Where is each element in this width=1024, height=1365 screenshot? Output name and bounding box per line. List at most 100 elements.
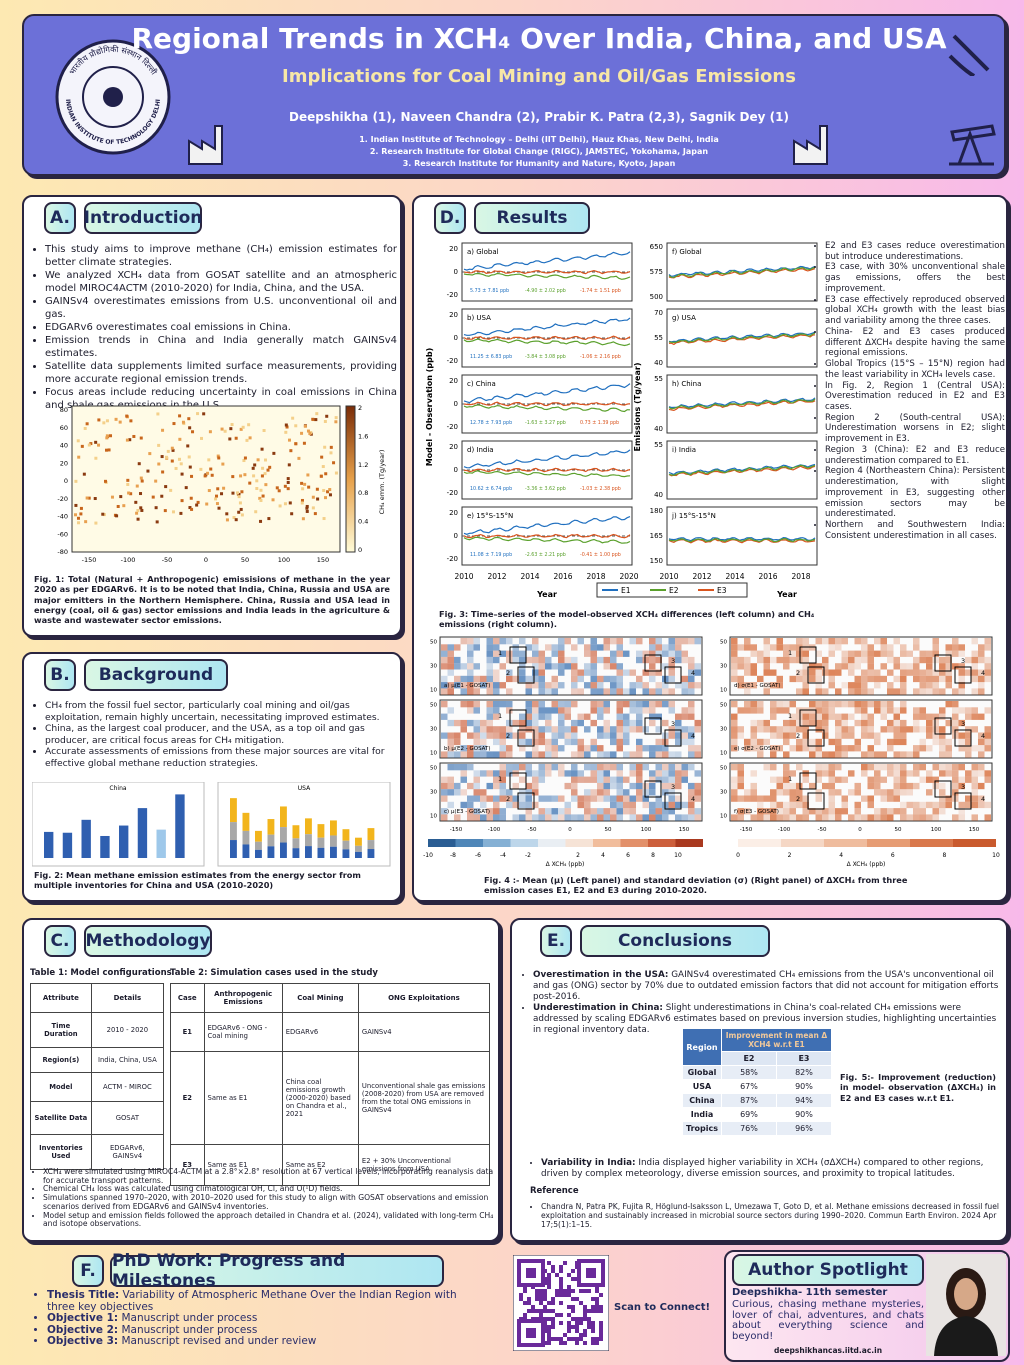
map-cell — [861, 682, 868, 689]
map-cell — [828, 764, 835, 771]
map-cell — [939, 751, 946, 758]
map-cell — [731, 701, 738, 708]
map-cell — [978, 688, 985, 695]
map-cell — [984, 814, 991, 821]
region-box — [509, 646, 527, 664]
map-cell — [945, 801, 952, 809]
map-cell — [900, 808, 907, 815]
map-cell — [887, 745, 894, 752]
qr-module — [547, 1325, 551, 1329]
map-cell — [538, 732, 545, 739]
map-cell — [874, 764, 881, 771]
map-cell — [577, 738, 584, 746]
map-cell — [214, 497, 218, 501]
map-cell — [874, 650, 881, 657]
map-cell — [887, 814, 894, 821]
map-cell — [776, 726, 783, 733]
authors: Deepshikha (1), Naveen Chandra (2), Prab… — [289, 110, 789, 124]
qr-module — [567, 1293, 571, 1297]
map-cell — [815, 726, 822, 733]
map-cell — [789, 814, 796, 821]
map-cell — [571, 770, 578, 777]
map-cell — [597, 682, 604, 689]
map-cell — [629, 814, 636, 821]
map-cell — [94, 521, 98, 525]
y-tick-label: 0 — [454, 466, 458, 474]
map-cell — [493, 669, 500, 676]
map-cell — [577, 675, 584, 683]
bar — [330, 820, 337, 836]
map-cell — [926, 682, 933, 689]
map-cell — [880, 701, 887, 708]
map-cell — [493, 726, 500, 733]
stat-label: -3.36 ± 3.62 ppb — [525, 486, 566, 492]
map-cell — [880, 638, 887, 645]
region-number: 3 — [671, 783, 675, 791]
map-cell — [623, 795, 630, 802]
series-line-illustration — [668, 538, 816, 544]
lon-tick: 100 — [641, 827, 652, 833]
map-cell — [828, 638, 835, 645]
map-cell — [519, 713, 526, 720]
map-cell — [597, 726, 604, 733]
map-cell — [473, 732, 480, 739]
map-cell — [467, 751, 474, 758]
table-cell: EDGARv6 — [281, 1012, 359, 1052]
map-cell — [952, 814, 959, 821]
map-cell — [939, 789, 946, 796]
map-cell — [79, 512, 83, 516]
map-cell — [636, 782, 643, 790]
qr-label: Scan to Connect! — [614, 1302, 711, 1313]
map-cell — [551, 751, 558, 758]
region-box — [934, 654, 952, 672]
qr-module — [575, 1337, 579, 1341]
series-line-illustration — [463, 338, 631, 347]
bar — [355, 845, 362, 852]
map-cell — [655, 745, 662, 752]
map-cell — [688, 789, 695, 796]
bullet: GAINSv4 overestimates emissions from U.S… — [45, 295, 397, 321]
lon-tick: 150 — [317, 556, 329, 564]
legend-label: E2 — [669, 586, 679, 595]
map-cell — [655, 751, 662, 758]
map-cell — [571, 719, 578, 727]
map-cell — [867, 814, 874, 821]
map-cell — [616, 801, 623, 809]
map-cell — [835, 764, 842, 771]
map-cell — [603, 726, 610, 733]
map-cell — [913, 782, 920, 790]
colorbar-tick: 0 — [736, 852, 740, 859]
map-cell — [848, 656, 855, 664]
map-cell — [965, 745, 972, 752]
map-cell — [636, 638, 643, 645]
map-cell — [207, 458, 211, 462]
qr-module — [595, 1289, 599, 1293]
map-cell — [210, 473, 214, 477]
map-cell — [525, 782, 532, 790]
map-cell — [642, 789, 649, 796]
map-cell — [932, 719, 939, 727]
map-cell — [867, 650, 874, 657]
bar — [292, 838, 300, 849]
y-tick-label: 575 — [650, 268, 663, 276]
map-cell — [984, 644, 991, 651]
table-cell: 58% — [721, 1065, 777, 1080]
colorbar-cell — [593, 839, 621, 847]
map-cell — [984, 776, 991, 783]
map-cell — [958, 707, 965, 714]
bullet-text: Manuscript under process — [118, 1312, 258, 1325]
map-cell — [179, 462, 183, 466]
map-cell — [688, 795, 695, 802]
map-cell — [577, 795, 584, 802]
map-cell — [584, 745, 591, 752]
map-cell — [750, 782, 757, 790]
map-cell — [76, 516, 80, 520]
map-cell — [655, 814, 662, 821]
colorbar-tick: 8 — [942, 852, 946, 859]
map-cell — [861, 764, 868, 771]
qr-code — [513, 1255, 609, 1351]
map-cell — [822, 770, 829, 777]
map-cell — [688, 663, 695, 670]
table-cell: Model — [30, 1072, 92, 1102]
map-cell — [217, 506, 221, 510]
